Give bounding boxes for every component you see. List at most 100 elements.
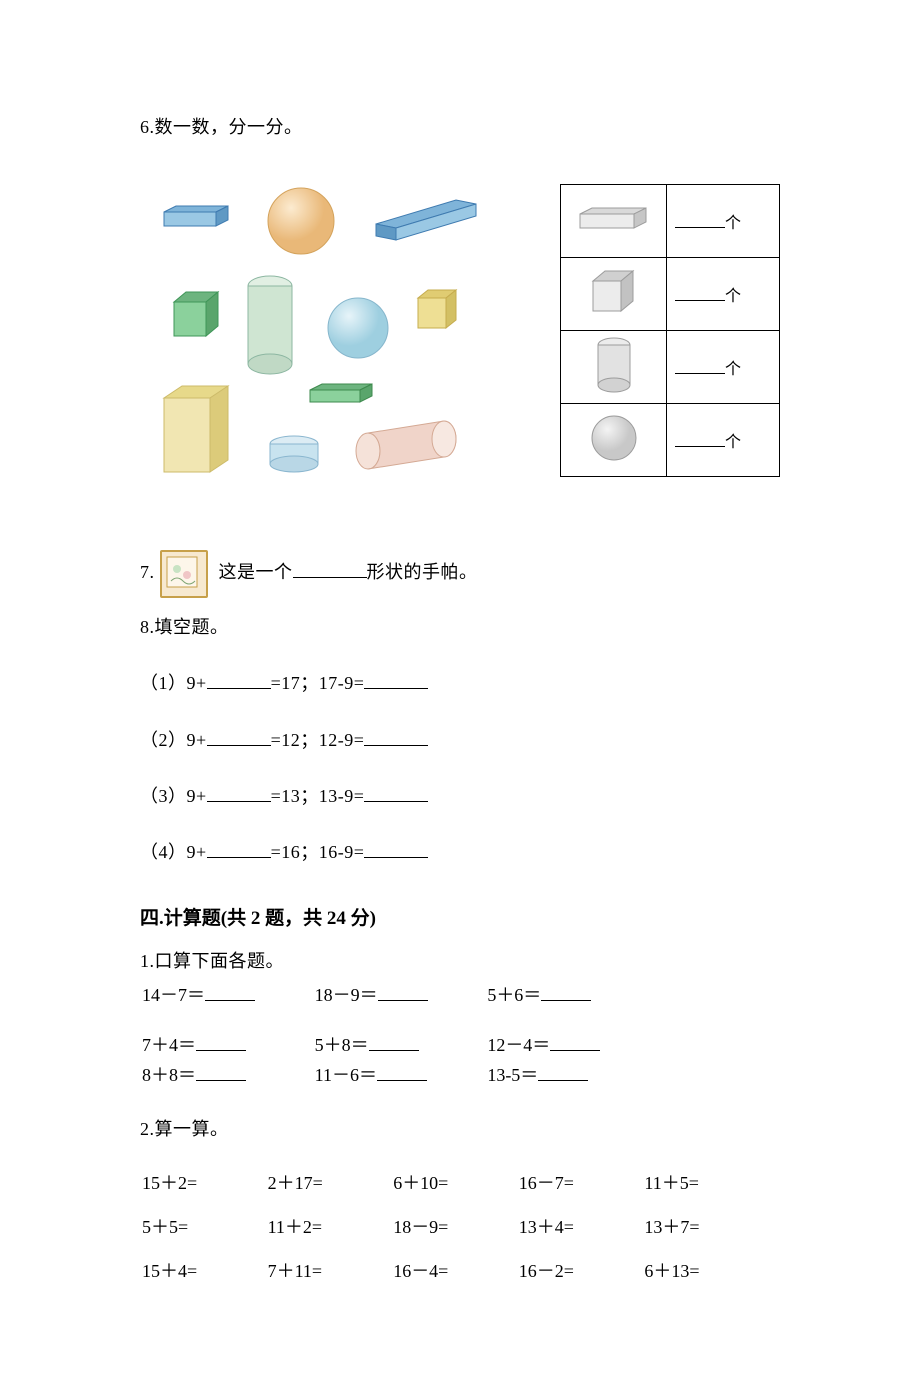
calc-expr: 8＋8＝ [142,1065,196,1085]
count-cell-prism [561,185,667,258]
count-suffix: 个 [725,288,741,305]
count-answer-prism: 个 [667,185,780,258]
calc-blank[interactable] [196,1032,246,1051]
calc-expr: 5＋6＝ [487,985,541,1005]
shape-prism-blue-long [372,194,482,244]
q8-3-blank2[interactable] [364,783,428,802]
prism-icon [574,204,654,234]
table-row: 7＋4＝ 5＋8＝ 12－4＝ [142,1030,658,1058]
shape-cylinder-tall [244,274,296,376]
sphere-icon [589,413,639,463]
calc-cell: 8＋8＝ [142,1060,313,1088]
q7-blank[interactable] [293,559,367,578]
count-answer-sphere: 个 [667,404,780,477]
calc-cell: 15＋2= [142,1161,266,1203]
calc-cell: 16－4= [393,1249,517,1291]
count-suffix: 个 [725,215,741,232]
calc-expr: 5＋8＝ [315,1035,369,1055]
calc2-title: 2.算一算。 [140,1112,790,1146]
calc-cell: 11＋5= [644,1161,768,1203]
q8-3-b: =13；13-9= [271,786,365,806]
blank-prism[interactable] [675,211,725,228]
calc-cell: 12－4＝ [487,1030,658,1058]
table-row: 个 [561,185,780,258]
calc-cell: 15＋4= [142,1249,266,1291]
q8-2-blank1[interactable] [207,727,271,746]
q8-item-2: （2）9+ =12；12-9= [140,723,790,757]
section4-heading: 四.计算题(共 2 题，共 24 分) [140,903,790,930]
calc-expr: 18－9＝ [315,985,378,1005]
count-answer-cylinder: 个 [667,331,780,404]
calc-expr: 13-5＝ [487,1065,538,1085]
q8-4-blank1[interactable] [207,839,271,858]
q8-1-b: =17；17-9= [271,673,365,693]
calc-expr: 14－7＝ [142,985,205,1005]
count-suffix: 个 [725,434,741,451]
calc-expr: 12－4＝ [487,1035,550,1055]
table-row: 个 [561,331,780,404]
calc-cell: 7＋4＝ [142,1030,313,1058]
count-cell-sphere [561,404,667,477]
calc1-title: 1.口算下面各题。 [140,944,790,978]
q8-2-b: =12；12-9= [271,730,365,750]
calc-expr: 7＋4＝ [142,1035,196,1055]
calc-blank[interactable] [205,982,255,1001]
calc-cell: 2＋17= [268,1161,392,1203]
calc-cell: 16－2= [519,1249,643,1291]
calc-expr: 11－6＝ [315,1065,377,1085]
calc-cell: 5＋8＝ [315,1030,486,1058]
q6-content: 个 个 [140,184,790,494]
blank-cylinder[interactable] [675,357,725,374]
calc-cell: 6＋10= [393,1161,517,1203]
shape-sphere-blue [324,294,392,362]
blank-sphere[interactable] [675,430,725,447]
count-suffix: 个 [725,361,741,378]
calc-cell: 18－9＝ [315,980,486,1008]
handkerchief-icon [160,550,208,598]
q7-number: 7. [140,562,155,582]
q6-shapes-stage [140,184,490,494]
calc-cell: 16－7= [519,1161,643,1203]
calc-blank[interactable] [541,982,591,1001]
q8-1-blank2[interactable] [364,670,428,689]
q7-line: 7. 这是一个形状的手帕。 [140,550,790,598]
calc1-tableB: 7＋4＝ 5＋8＝ 12－4＝ 8＋8＝ 11－6＝ 13-5＝ [140,1028,660,1090]
q8-4-a: （4）9+ [140,842,207,862]
calc-blank[interactable] [538,1062,588,1081]
count-cell-cube [561,258,667,331]
table-row: 8＋8＝ 11－6＝ 13-5＝ [142,1060,658,1088]
shape-cylinder-short [266,434,322,474]
calc-cell: 5＋6＝ [487,980,658,1008]
calc-blank[interactable] [550,1032,600,1051]
cylinder-icon [594,336,634,394]
calc-cell: 13-5＝ [487,1060,658,1088]
q8-2-a: （2）9+ [140,730,207,750]
q7-end: 形状的手帕。 [367,562,478,582]
q8-2-blank2[interactable] [364,727,428,746]
q8-3-a: （3）9+ [140,786,207,806]
table-row: 5＋5= 11＋2= 18－9= 13＋4= 13＋7= [142,1205,768,1247]
q8-1-blank1[interactable] [207,670,271,689]
shape-prism-blue-small [160,204,232,234]
calc1-tableA: 14－7＝ 18－9＝ 5＋6＝ [140,978,660,1010]
calc-cell: 11＋2= [268,1205,392,1247]
calc-blank[interactable] [369,1032,419,1051]
q8-item-3: （3）9+ =13；13-9= [140,779,790,813]
q8-3-blank1[interactable] [207,783,271,802]
shape-cylinder-lying [350,416,464,474]
table-row: 15＋4= 7＋11= 16－4= 16－2= 6＋13= [142,1249,768,1291]
table-row: 个 [561,404,780,477]
calc-cell: 6＋13= [644,1249,768,1291]
q8-4-b: =16；16-9= [271,842,365,862]
shape-prism-green-flat [306,382,378,408]
count-cell-cylinder [561,331,667,404]
calc-blank[interactable] [378,982,428,1001]
q8-4-blank2[interactable] [364,839,428,858]
calc-blank[interactable] [196,1062,246,1081]
calc2-table: 15＋2= 2＋17= 6＋10= 16－7= 11＋5= 5＋5= 11＋2=… [140,1159,770,1293]
blank-cube[interactable] [675,284,725,301]
calc-blank[interactable] [377,1062,427,1081]
shape-cube-green [168,286,226,344]
q6-count-table: 个 个 [560,184,780,477]
cube-icon [587,265,641,319]
